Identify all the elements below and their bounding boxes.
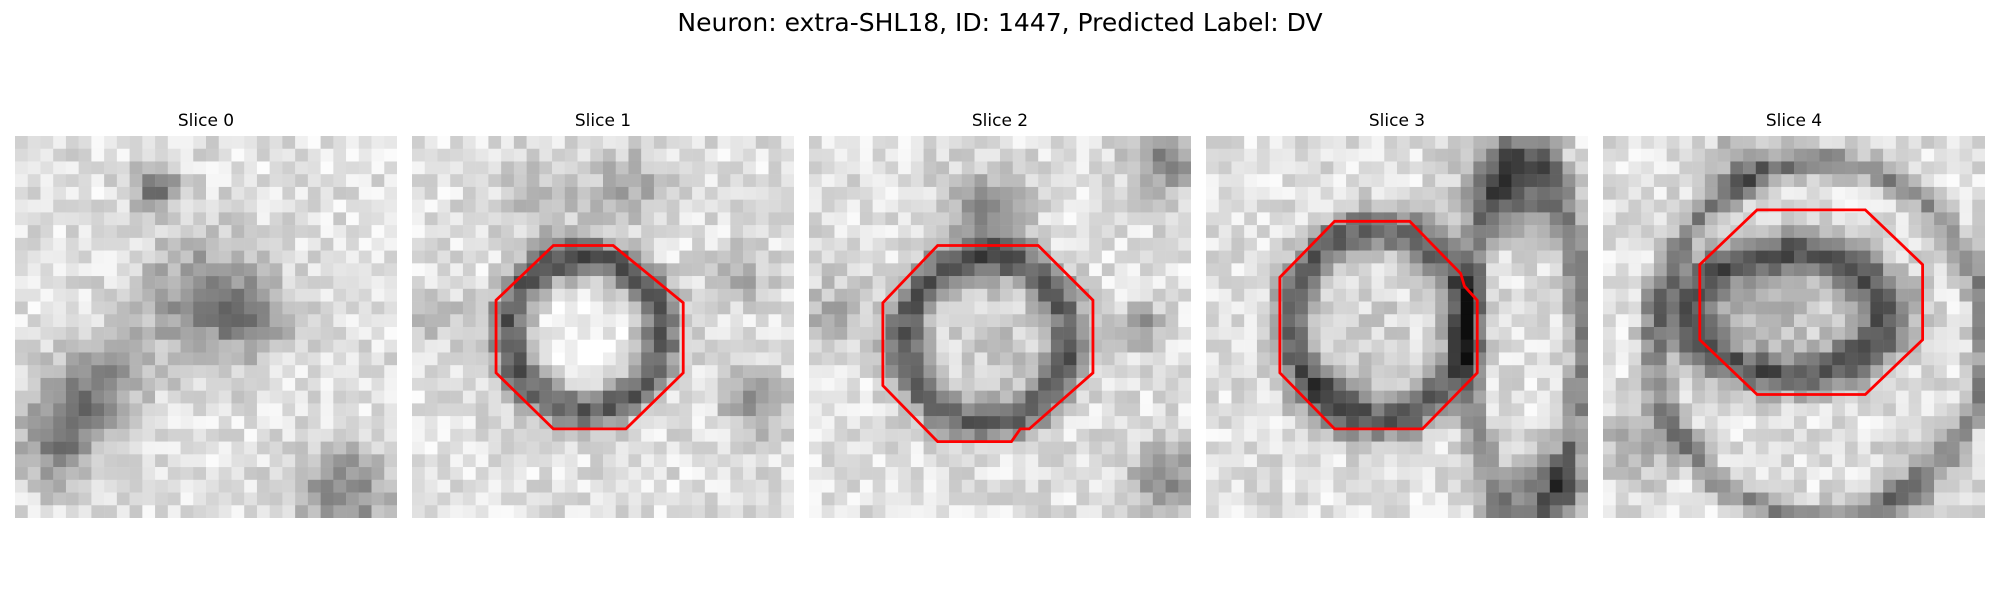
slice-image xyxy=(809,136,1191,518)
slice-panel-1: Slice 1 xyxy=(412,110,794,518)
slice-image xyxy=(1603,136,1985,518)
pixel-grid xyxy=(412,136,794,518)
slice-title: Slice 0 xyxy=(177,111,235,131)
slice-image xyxy=(1206,136,1588,518)
slice-image xyxy=(412,136,794,518)
cell-contour xyxy=(494,244,685,431)
slice-panel-2: Slice 2 xyxy=(809,110,1191,518)
slice-title: Slice 4 xyxy=(1765,111,1823,131)
pixel-grid xyxy=(809,136,1191,518)
pixel-grid xyxy=(1603,136,1985,518)
slice-panel-3: Slice 3 xyxy=(1206,110,1588,518)
slice-title: Slice 2 xyxy=(971,111,1029,131)
cell-contour xyxy=(881,244,1095,444)
figure-title: Neuron: extra-SHL18, ID: 1447, Predicted… xyxy=(677,8,1323,37)
pixel-grid xyxy=(15,136,397,518)
slice-title: Slice 3 xyxy=(1368,111,1426,131)
slice-title: Slice 1 xyxy=(574,111,632,131)
slice-panel-4: Slice 4 xyxy=(1603,110,1985,518)
slice-image xyxy=(15,136,397,518)
slice-panel-0: Slice 0 xyxy=(15,110,397,518)
cell-contour xyxy=(1278,219,1479,431)
cell-contour xyxy=(1698,208,1925,396)
pixel-grid xyxy=(1206,136,1588,518)
